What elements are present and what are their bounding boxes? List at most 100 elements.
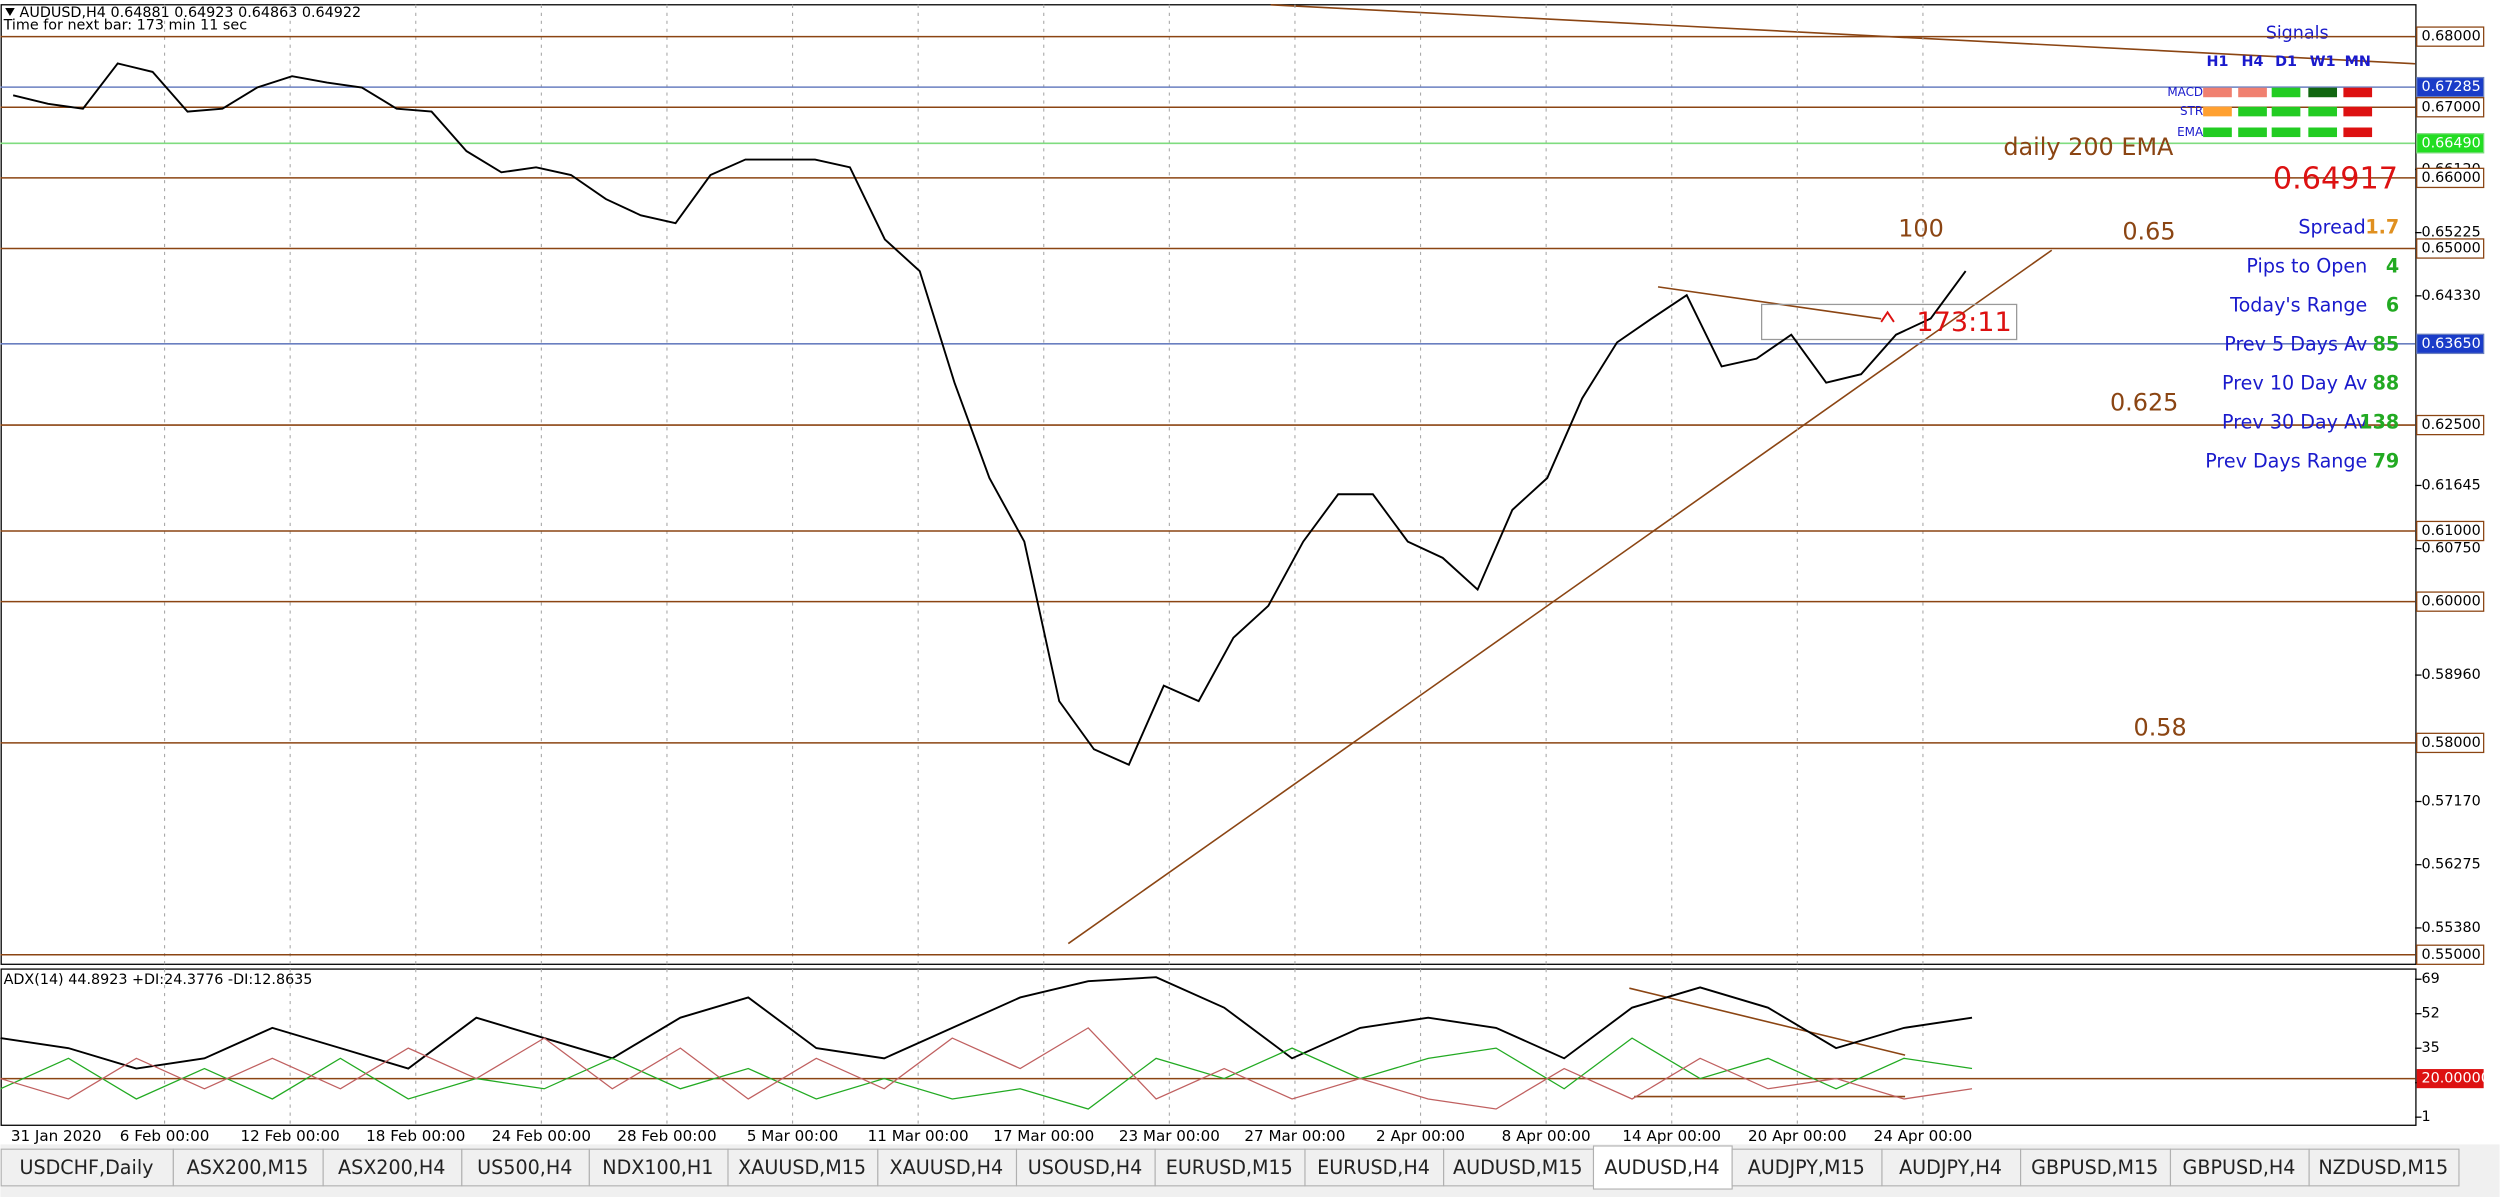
stat-value: 88 [2373, 372, 2400, 395]
signal-row-label: MACD [2167, 85, 2203, 99]
tab[interactable] [2020, 1148, 2172, 1187]
tab-label[interactable]: EURUSD,M15 [1166, 1156, 1293, 1179]
tab[interactable] [588, 1148, 729, 1187]
level-label: 0.67000 [2421, 99, 2480, 115]
stat-value: 4 [2386, 254, 2399, 277]
tab-label[interactable]: USDCHF,Daily [19, 1156, 153, 1179]
tab[interactable] [322, 1148, 463, 1187]
level-box [2416, 944, 2485, 965]
level-label: 0.55000 [2421, 947, 2480, 963]
y-tick-label: 0.65225 [2421, 225, 2480, 241]
tab-label[interactable]: ASX200,H4 [338, 1156, 445, 1179]
x-tick-label: 17 Mar 00:00 [993, 1127, 1094, 1145]
level-box [2416, 76, 2485, 98]
chart-annotation: 0.65 [2122, 218, 2175, 246]
y-tick-label: 0.64330 [2421, 288, 2480, 304]
level-box [2416, 238, 2485, 259]
level-box [2416, 167, 2485, 189]
level-label: 0.65000 [2421, 241, 2480, 257]
signal-cell [2238, 87, 2267, 98]
x-tick-label: 31 Jan 2020 [11, 1127, 102, 1145]
stat-label: Prev 10 Day Av [2222, 372, 2367, 395]
level-label: 0.66000 [2421, 170, 2480, 186]
level-label: 0.63650 [2421, 336, 2480, 352]
tab-label[interactable]: AUDUSD,H4 [1604, 1156, 1719, 1179]
adx-trendline [1629, 987, 1906, 1056]
tab[interactable] [1881, 1148, 2022, 1187]
adx-line [0, 976, 1973, 1070]
x-tick-label: 18 Feb 00:00 [366, 1127, 465, 1145]
signal-cell [2271, 106, 2301, 117]
range-box [1760, 303, 2018, 341]
tab[interactable] [1015, 1148, 1156, 1187]
x-tick-label: 23 Mar 00:00 [1119, 1127, 1220, 1145]
y-tick-label: 0.56275 [2421, 857, 2480, 873]
tab-label[interactable]: NDX100,H1 [602, 1156, 713, 1179]
tab-label[interactable]: GBPUSD,H4 [2183, 1156, 2296, 1179]
tab[interactable] [1731, 1148, 1883, 1187]
adx-level-label: 20.00000 [2421, 1071, 2489, 1087]
tab-label[interactable]: GBPUSD,M15 [2031, 1156, 2158, 1179]
trendline [1270, 3, 2416, 65]
tab-label[interactable]: NZDUSD,M15 [2318, 1156, 2448, 1179]
x-tick-label: 20 Apr 00:00 [1748, 1127, 1847, 1145]
tab[interactable] [1592, 1145, 1733, 1190]
adx-y-tick-label: 69 [2421, 971, 2439, 987]
level-label: 0.67285 [2421, 79, 2480, 95]
signal-cell [2238, 127, 2267, 138]
stat-value: 79 [2373, 450, 2400, 473]
stat-label: Prev 5 Days Av [2224, 333, 2367, 356]
timer: Time for next bar: 173 min 11 sec [3, 18, 248, 34]
collapse-icon[interactable] [5, 7, 15, 16]
x-tick-label: 6 Feb 00:00 [120, 1127, 210, 1145]
tab-label[interactable]: AUDJPY,H4 [1899, 1156, 2002, 1179]
adx-line [0, 1027, 1973, 1110]
level-label: 0.62500 [2421, 417, 2480, 433]
tab-label[interactable]: AUDJPY,M15 [1748, 1156, 1865, 1179]
signal-column: H1 [2206, 54, 2228, 70]
adx-panel [0, 968, 2417, 1126]
adx-title: ADX(14) 44.8923 +DI:24.3776 -DI:12.8635 [4, 972, 313, 988]
chart-annotation: 0.625 [2110, 388, 2178, 416]
tab-label[interactable]: EURUSD,H4 [1317, 1156, 1430, 1179]
trendline [1657, 286, 1882, 320]
tab-label[interactable]: AUDUSD,M15 [1453, 1156, 1582, 1179]
signal-column: H4 [2242, 54, 2264, 70]
tab-label[interactable]: XAUUSD,M15 [738, 1156, 866, 1179]
tab[interactable] [1304, 1148, 1445, 1187]
signal-cell [2308, 106, 2338, 117]
x-tick-label: 14 Apr 00:00 [1622, 1127, 1721, 1145]
stat-value: 1.7 [2365, 215, 2399, 238]
x-tick-label: 12 Feb 00:00 [241, 1127, 340, 1145]
tab[interactable] [1443, 1148, 1595, 1187]
signal-cell [2203, 106, 2232, 117]
signal-cell [2343, 106, 2373, 117]
tab-label[interactable]: USOUSD,H4 [1028, 1156, 1143, 1179]
x-tick-label: 2 Apr 00:00 [1376, 1127, 1465, 1145]
stat-value: 6 [2386, 294, 2399, 317]
signal-cell [2203, 87, 2232, 98]
signal-cell [2271, 127, 2301, 138]
level-label: 0.58000 [2421, 735, 2480, 751]
tab[interactable] [1154, 1148, 1306, 1187]
tab[interactable] [2169, 1148, 2310, 1187]
tab-label[interactable]: ASX200,M15 [187, 1156, 309, 1179]
signal-cell [2343, 87, 2373, 98]
arrow-marker [1880, 310, 1895, 323]
tab-label[interactable]: US500,H4 [477, 1156, 572, 1179]
signal-column: MN [2345, 54, 2371, 70]
level-label: 0.66490 [2421, 135, 2480, 151]
tab[interactable] [2308, 1148, 2460, 1187]
stat-label: Prev 30 Day Av [2222, 411, 2367, 434]
y-tick-label: 0.58960 [2421, 667, 2480, 683]
tab[interactable] [0, 1148, 174, 1187]
tab[interactable] [172, 1148, 324, 1187]
symbol-header: AUDUSD,H4 0.64881 0.64923 0.64863 0.6492… [20, 5, 362, 21]
tab-label[interactable]: XAUUSD,H4 [890, 1156, 1004, 1179]
level-box [2416, 732, 2485, 754]
level-label: 0.68000 [2421, 29, 2480, 45]
y-tick-label: 0.57170 [2421, 794, 2480, 810]
y-tick-label: 0.61645 [2421, 477, 2480, 493]
signal-cell [2238, 106, 2267, 117]
level-box [2416, 520, 2485, 542]
